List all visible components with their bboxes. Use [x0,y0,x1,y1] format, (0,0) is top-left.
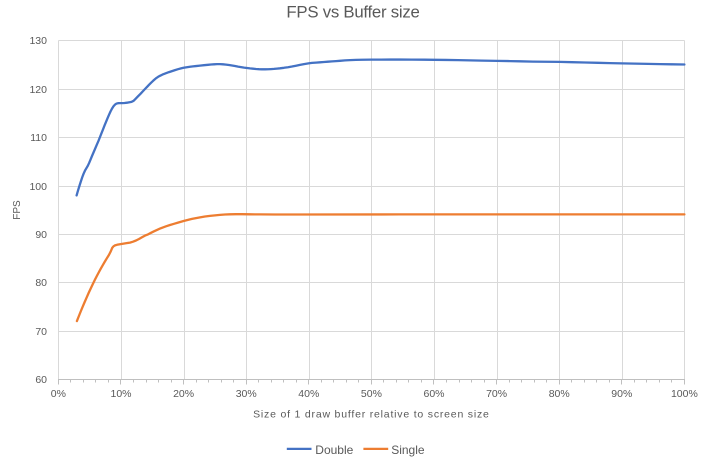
svg-text:110: 110 [30,132,47,144]
svg-text:Size of 1 draw buffer relative: Size of 1 draw buffer relative to screen… [253,409,490,421]
svg-text:30%: 30% [236,388,257,400]
svg-text:60: 60 [35,374,47,386]
svg-text:90: 90 [35,229,47,241]
svg-text:10%: 10% [110,388,131,400]
svg-text:70: 70 [35,326,47,338]
svg-text:100: 100 [29,181,47,193]
svg-text:90%: 90% [611,388,632,400]
svg-text:0%: 0% [51,388,66,400]
svg-text:70%: 70% [486,388,507,400]
svg-text:50%: 50% [361,388,382,400]
svg-text:FPS vs Buffer size: FPS vs Buffer size [286,3,419,22]
svg-text:Single: Single [391,443,425,457]
svg-text:60%: 60% [423,388,444,400]
svg-text:80%: 80% [549,388,570,400]
svg-text:130: 130 [29,35,47,47]
svg-text:Double: Double [315,443,353,457]
svg-text:80: 80 [35,277,47,289]
svg-text:100%: 100% [671,388,698,400]
svg-text:FPS: FPS [12,200,23,220]
svg-text:120: 120 [29,84,47,96]
svg-text:20%: 20% [173,388,194,400]
svg-text:40%: 40% [298,388,319,400]
